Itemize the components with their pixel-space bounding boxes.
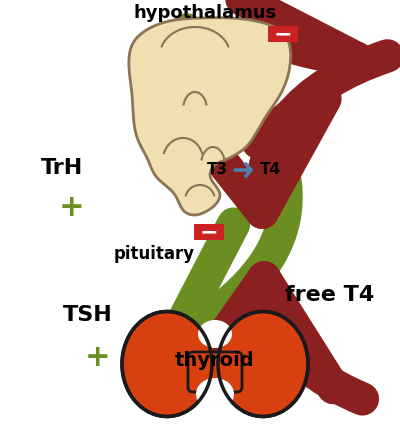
Text: −: − (274, 24, 292, 44)
Text: pituitary: pituitary (114, 245, 195, 263)
Text: T3: T3 (207, 163, 228, 178)
Ellipse shape (122, 312, 212, 416)
FancyArrowPatch shape (182, 56, 387, 212)
FancyArrowPatch shape (174, 30, 303, 350)
Text: −: − (200, 222, 218, 242)
FancyArrowPatch shape (242, 0, 357, 142)
FancyBboxPatch shape (268, 26, 298, 42)
Text: +: + (59, 194, 85, 222)
Text: thyroid: thyroid (175, 351, 255, 370)
Text: +: + (85, 343, 111, 373)
Text: TrH: TrH (41, 158, 83, 178)
Text: T4: T4 (260, 163, 281, 178)
Polygon shape (129, 18, 291, 215)
FancyBboxPatch shape (194, 224, 224, 240)
Text: TSH: TSH (63, 305, 113, 325)
FancyBboxPatch shape (188, 352, 242, 392)
Ellipse shape (198, 320, 232, 348)
Text: hypothalamus: hypothalamus (133, 4, 277, 22)
Ellipse shape (196, 378, 234, 410)
Ellipse shape (218, 312, 308, 416)
Text: free T4: free T4 (285, 285, 375, 305)
FancyArrowPatch shape (189, 278, 362, 399)
